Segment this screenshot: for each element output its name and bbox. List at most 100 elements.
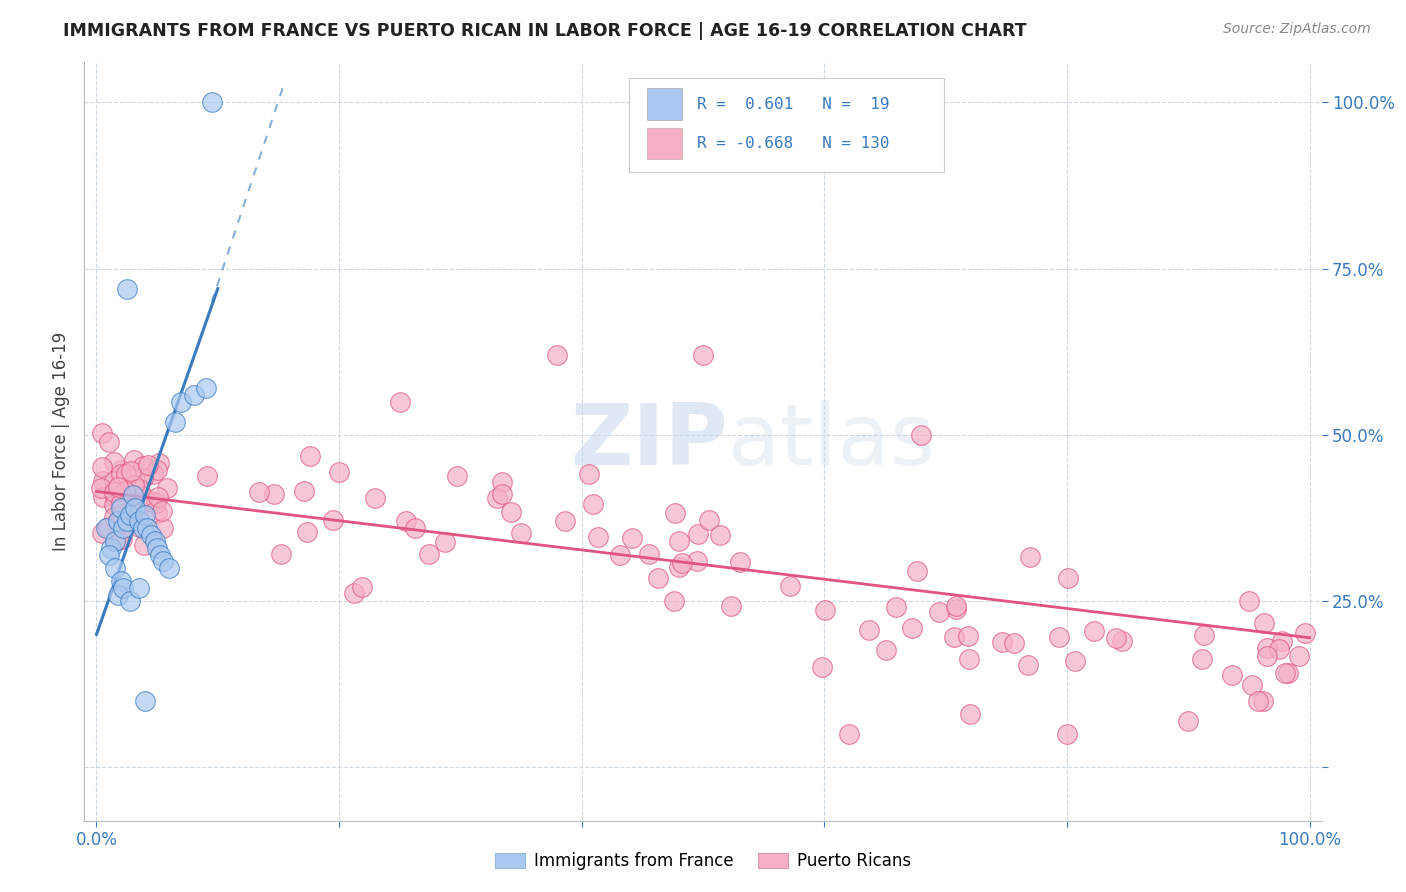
Point — [110, 488, 132, 502]
Point — [692, 348, 714, 362]
Point — [620, 532, 643, 546]
Point — [1049, 630, 1071, 644]
Point — [1288, 648, 1310, 663]
Point — [132, 471, 155, 485]
Point — [1191, 652, 1213, 666]
Point — [404, 521, 426, 535]
Point — [609, 548, 631, 562]
Point — [128, 581, 150, 595]
Point — [364, 491, 387, 505]
Point — [1111, 634, 1133, 648]
Point — [959, 707, 981, 722]
Point — [838, 727, 860, 741]
Point — [1253, 616, 1275, 631]
Point — [96, 521, 118, 535]
Point — [1056, 727, 1078, 741]
Point — [945, 602, 967, 616]
Point — [647, 571, 669, 585]
Point — [91, 474, 114, 488]
Point — [814, 603, 837, 617]
Point — [1268, 642, 1291, 657]
Point — [991, 635, 1014, 649]
Point — [136, 521, 159, 535]
Text: Source: ZipAtlas.com: Source: ZipAtlas.com — [1223, 22, 1371, 37]
Point — [115, 282, 138, 296]
Point — [554, 514, 576, 528]
Point — [143, 534, 166, 549]
Point — [1220, 668, 1243, 682]
Point — [779, 579, 801, 593]
Point — [103, 474, 125, 488]
FancyBboxPatch shape — [628, 78, 945, 172]
Text: R = -0.668   N = 130: R = -0.668 N = 130 — [697, 136, 890, 151]
Point — [139, 527, 162, 541]
Point — [122, 453, 145, 467]
Point — [120, 464, 142, 478]
Point — [900, 621, 922, 635]
Point — [107, 512, 129, 526]
Point — [195, 469, 218, 483]
Point — [134, 694, 156, 708]
Point — [98, 435, 121, 450]
Point — [134, 508, 156, 522]
Point — [120, 508, 142, 522]
Point — [110, 496, 132, 510]
Point — [858, 624, 880, 638]
Point — [1237, 594, 1260, 608]
Point — [638, 547, 661, 561]
Point — [146, 541, 169, 555]
Point — [662, 594, 685, 608]
Point — [91, 526, 114, 541]
Point — [112, 581, 135, 595]
Point — [586, 530, 609, 544]
Point — [111, 532, 134, 546]
Point — [107, 514, 129, 528]
Point — [668, 533, 690, 548]
Point — [100, 541, 122, 555]
Point — [491, 475, 513, 489]
Point — [103, 485, 125, 500]
Point — [943, 630, 966, 644]
Point — [928, 605, 950, 619]
Text: IMMIGRANTS FROM FRANCE VS PUERTO RICAN IN LABOR FORCE | AGE 16-19 CORRELATION CH: IMMIGRANTS FROM FRANCE VS PUERTO RICAN I… — [63, 22, 1026, 40]
Point — [148, 548, 170, 562]
Point — [122, 478, 145, 492]
Point — [104, 534, 127, 549]
Point — [328, 465, 350, 479]
Point — [107, 480, 129, 494]
Point — [1241, 677, 1264, 691]
Point — [128, 514, 150, 528]
FancyBboxPatch shape — [647, 128, 682, 160]
Text: atlas: atlas — [728, 400, 936, 483]
Point — [671, 556, 693, 570]
Point — [1018, 549, 1040, 564]
Point — [120, 594, 142, 608]
Point — [104, 561, 127, 575]
Point — [1251, 694, 1274, 708]
Point — [1256, 641, 1278, 656]
Point — [142, 467, 165, 482]
Point — [697, 513, 720, 527]
Point — [115, 467, 138, 481]
Point — [97, 520, 120, 534]
Point — [128, 520, 150, 534]
Point — [148, 456, 170, 470]
Point — [114, 483, 136, 498]
Point — [905, 565, 928, 579]
Point — [578, 467, 600, 482]
Point — [501, 505, 523, 519]
Point — [1256, 648, 1278, 663]
Point — [132, 489, 155, 503]
Point — [1177, 714, 1199, 728]
Point — [156, 481, 179, 495]
Point — [1277, 666, 1299, 681]
Point — [510, 525, 533, 540]
Point — [957, 652, 980, 666]
Legend: Immigrants from France, Puerto Ricans: Immigrants from France, Puerto Ricans — [489, 846, 917, 877]
Point — [322, 513, 344, 527]
Point — [485, 491, 508, 505]
Point — [124, 503, 146, 517]
FancyBboxPatch shape — [647, 88, 682, 120]
Point — [1017, 657, 1039, 672]
Point — [263, 486, 285, 500]
